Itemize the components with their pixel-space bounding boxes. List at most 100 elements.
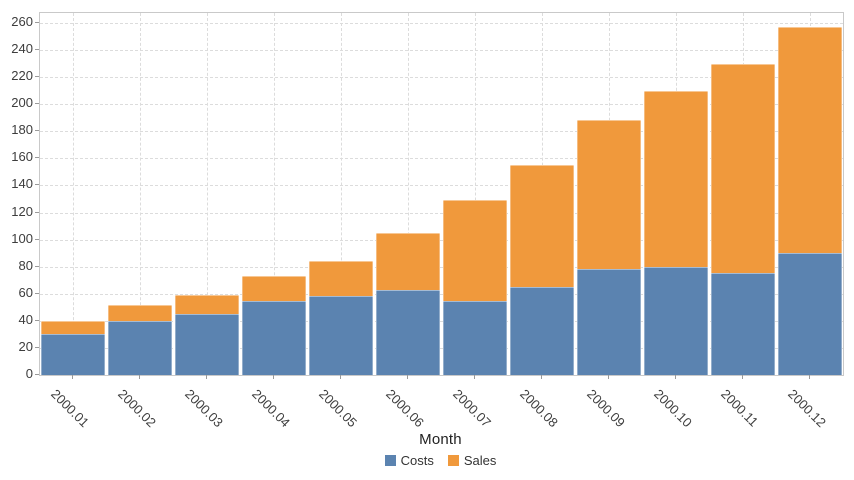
y-axis-tick-label: 200 — [11, 95, 33, 111]
x-axis-tick — [473, 375, 475, 379]
bar-segment-costs-2000.09[interactable] — [576, 269, 641, 375]
x-axis-tick-label: 2000.05 — [316, 386, 361, 431]
bar-segment-sales-2000.04[interactable] — [242, 276, 307, 301]
h-gridline — [40, 23, 843, 24]
v-gridline — [140, 13, 142, 375]
h-gridline — [40, 293, 843, 295]
bar-segment-sales-2000.01[interactable] — [41, 320, 106, 335]
y-axis-tick-label: 0 — [25, 366, 33, 381]
y-axis-tick-label: 40 — [18, 311, 33, 327]
bar-segment-sales-2000.08[interactable] — [509, 165, 574, 287]
y-axis-tick — [35, 265, 39, 267]
v-gridline — [474, 13, 476, 375]
h-gridline — [40, 212, 843, 214]
y-axis-tick-label: 260 — [11, 14, 33, 29]
x-axis-tick-label: 2000.10 — [650, 386, 695, 431]
h-gridline — [40, 77, 843, 79]
legend-swatch-sales — [447, 455, 459, 466]
y-axis-tick — [35, 319, 39, 321]
bar-segment-costs-2000.05[interactable] — [309, 296, 374, 375]
x-axis-title: Month — [419, 431, 462, 448]
x-axis-tick-label: 2000.06 — [383, 386, 427, 431]
x-axis-tick — [72, 375, 74, 379]
y-axis-tick — [35, 238, 39, 240]
y-axis-tick-label: 60 — [18, 284, 33, 300]
legend: Costs Sales — [39, 453, 842, 468]
legend-label: Costs — [400, 453, 434, 468]
x-axis-tick — [674, 375, 676, 379]
y-axis-tick-label: 160 — [11, 149, 33, 165]
y-axis-tick-label: 240 — [11, 41, 33, 57]
y-axis-tick-label: 80 — [18, 257, 33, 273]
h-gridline — [40, 158, 843, 160]
x-axis-tick-label: 2000.02 — [115, 386, 160, 431]
legend-swatch-costs — [384, 455, 396, 466]
bar-segment-costs-2000.03[interactable] — [175, 314, 240, 375]
x-axis-tick-label: 2000.08 — [516, 386, 561, 431]
y-axis-tick-label: 20 — [18, 338, 33, 354]
y-axis-tick-label: 140 — [11, 176, 33, 192]
x-axis-tick-label: 2000.07 — [450, 386, 494, 431]
x-axis-tick-label: 2000.11 — [717, 386, 761, 430]
bar-segment-costs-2000.07[interactable] — [442, 300, 507, 375]
y-axis-tick — [35, 292, 39, 294]
bar-segment-sales-2000.12[interactable] — [777, 27, 842, 254]
x-axis-tick — [540, 375, 542, 379]
x-axis-tick — [407, 375, 409, 379]
y-axis-tick-label: 100 — [11, 230, 33, 246]
y-axis-tick — [35, 211, 39, 213]
bar-segment-sales-2000.11[interactable] — [710, 63, 775, 274]
x-axis-tick-label: 2000.12 — [784, 386, 829, 431]
bar-segment-sales-2000.05[interactable] — [309, 261, 374, 297]
y-axis-tick-label: 120 — [11, 203, 33, 219]
h-gridline — [40, 239, 843, 241]
bar-segment-costs-2000.01[interactable] — [41, 334, 106, 375]
x-axis-tick — [607, 375, 609, 379]
legend-item-sales[interactable]: Sales — [447, 453, 497, 468]
y-axis-tick — [35, 103, 39, 105]
x-axis-tick — [741, 375, 743, 379]
y-axis-tick — [35, 374, 39, 375]
bar-segment-costs-2000.06[interactable] — [376, 289, 441, 375]
v-gridline — [341, 13, 343, 375]
x-axis-tick — [340, 375, 342, 379]
x-axis-tick-label: 2000.03 — [182, 386, 227, 431]
v-gridline — [207, 13, 209, 375]
y-axis-tick-label: 220 — [11, 68, 33, 84]
plot-area — [39, 12, 844, 376]
h-gridline — [40, 131, 843, 133]
legend-label: Sales — [463, 453, 497, 468]
bar-segment-sales-2000.10[interactable] — [643, 90, 708, 267]
x-axis-tick — [139, 375, 141, 379]
x-axis-tick — [808, 375, 810, 379]
x-axis-tick-label: 2000.09 — [583, 386, 628, 431]
h-gridline — [40, 104, 843, 106]
bar-segment-sales-2000.09[interactable] — [576, 120, 641, 270]
x-axis-tick — [273, 375, 275, 379]
h-gridline — [40, 320, 843, 322]
h-gridline — [40, 266, 843, 268]
bar-segment-sales-2000.03[interactable] — [175, 295, 240, 315]
y-axis-tick-label: 180 — [11, 122, 33, 138]
bar-segment-costs-2000.11[interactable] — [710, 273, 775, 375]
legend-item-costs[interactable]: Costs — [384, 453, 434, 468]
bar-segment-costs-2000.08[interactable] — [509, 287, 574, 375]
v-gridline — [408, 13, 410, 375]
x-axis-tick-label: 2000.01 — [48, 386, 93, 431]
y-axis-tick — [35, 346, 39, 348]
y-axis-tick — [35, 76, 39, 78]
bar-segment-sales-2000.02[interactable] — [108, 304, 173, 321]
y-axis-tick — [35, 157, 39, 159]
bar-segment-costs-2000.04[interactable] — [242, 300, 307, 375]
x-axis-tick — [206, 375, 208, 379]
v-gridline — [73, 13, 75, 375]
x-axis-tick-label: 2000.04 — [249, 386, 294, 431]
bar-segment-sales-2000.06[interactable] — [376, 232, 441, 290]
h-gridline — [40, 185, 843, 187]
bar-segment-costs-2000.12[interactable] — [777, 253, 842, 375]
h-gridline — [40, 50, 843, 52]
bar-segment-costs-2000.02[interactable] — [108, 320, 173, 375]
bar-segment-sales-2000.07[interactable] — [442, 200, 507, 301]
bar-segment-costs-2000.10[interactable] — [643, 266, 708, 375]
h-gridline — [40, 347, 843, 349]
